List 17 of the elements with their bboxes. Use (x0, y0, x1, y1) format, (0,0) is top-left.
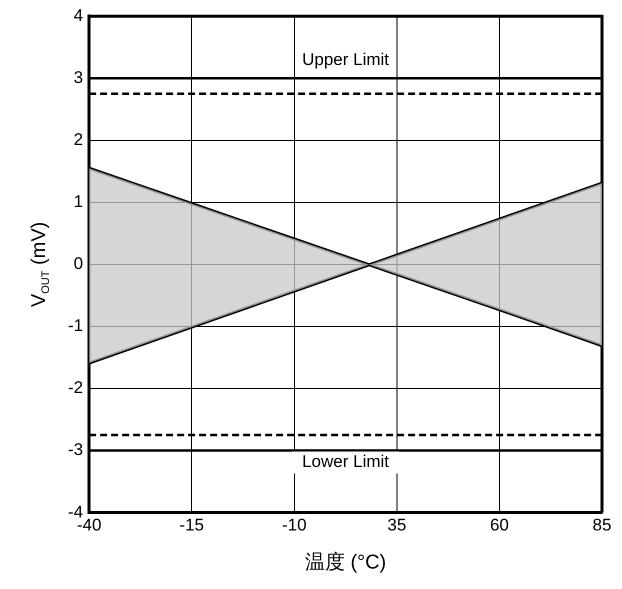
ref-line-label: Lower Limit (302, 452, 390, 472)
x-tick-label: 85 (592, 515, 612, 534)
x-tick-label: -15 (179, 515, 204, 534)
y-tick-label: 0 (74, 254, 84, 274)
y-tick-label: -2 (68, 378, 84, 398)
ref-line-label: Upper Limit (302, 50, 390, 69)
x-tick-label: 35 (387, 515, 406, 534)
y-tick-label: -3 (68, 440, 84, 460)
x-tick-label: 60 (490, 515, 509, 534)
y-tick-label: 4 (74, 6, 84, 25)
x-axis-title: 温度 (°C) (304, 552, 386, 574)
x-tick-label: -10 (282, 515, 307, 534)
y-tick-label: 1 (74, 192, 84, 212)
y-tick-label: 3 (74, 68, 84, 87)
y-tick-label: 2 (74, 130, 84, 149)
y-axis-title: VOUT (mV) (28, 222, 52, 308)
y-tick-label: -1 (68, 316, 84, 336)
